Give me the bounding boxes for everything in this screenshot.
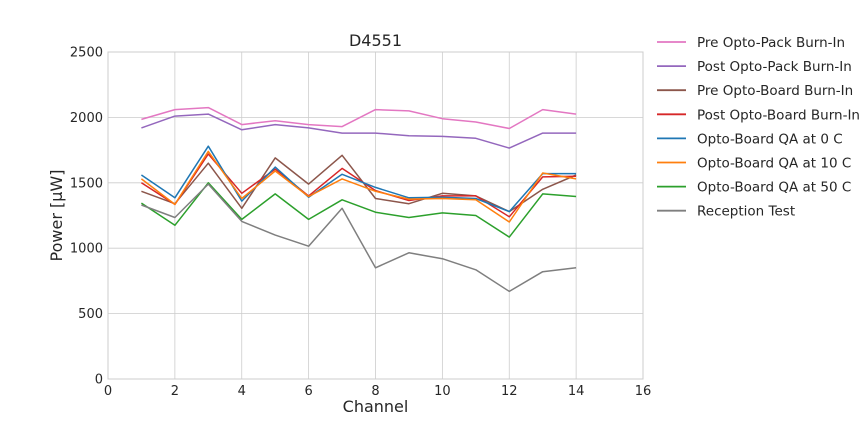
series-line-1 — [141, 113, 577, 149]
legend-label: Opto-Board QA at 10 C — [697, 156, 851, 172]
x-axis-ticks: 0 2 4 6 8 10 12 14 16 — [104, 384, 651, 399]
legend-label: Pre Opto-Pack Burn-In — [697, 35, 845, 51]
x-tick-label: 8 — [371, 384, 379, 399]
series-line-5 — [140, 150, 577, 223]
series-line-4 — [140, 145, 577, 213]
series-line-3 — [140, 153, 577, 218]
x-tick-label: 6 — [304, 384, 312, 399]
x-tick-label: 14 — [568, 384, 585, 399]
legend: Pre Opto-Pack Burn-In Post Opto-Pack Burn… — [657, 35, 860, 220]
y-tick-label: 0 — [95, 373, 103, 388]
y-tick-label: 1000 — [70, 242, 103, 257]
y-axis-label: Power [μW] — [47, 170, 66, 262]
x-tick-label: 10 — [434, 384, 451, 399]
series-lines — [140, 106, 577, 293]
x-tick-label: 0 — [104, 384, 112, 399]
x-tick-label: 4 — [238, 384, 246, 399]
series-line-0 — [141, 106, 577, 130]
chart-title: D4551 — [349, 31, 402, 50]
legend-label: Reception Test — [697, 204, 795, 220]
series-line-7 — [141, 183, 577, 293]
series-line-6 — [140, 182, 577, 238]
y-tick-label: 2500 — [70, 46, 103, 61]
grid — [107, 51, 644, 380]
y-tick-label: 1500 — [70, 176, 103, 191]
y-tick-label: 2000 — [70, 111, 103, 126]
y-axis-ticks: 0 500 1000 1500 2000 2500 — [70, 46, 103, 388]
x-axis-label: Channel — [343, 397, 409, 416]
x-tick-label: 16 — [635, 384, 652, 399]
x-tick-label: 2 — [171, 384, 179, 399]
y-tick-label: 500 — [78, 307, 103, 322]
legend-label: Opto-Board QA at 0 C — [697, 131, 843, 147]
x-tick-label: 12 — [501, 384, 518, 399]
legend-label: Post Opto-Pack Burn-In — [697, 59, 852, 75]
legend-label: Opto-Board QA at 50 C — [697, 180, 851, 196]
legend-label: Pre Opto-Board Burn-In — [697, 83, 853, 99]
series-line-2 — [141, 154, 577, 213]
legend-label: Post Opto-Board Burn-In — [697, 107, 860, 123]
plot-frame — [107, 51, 644, 380]
